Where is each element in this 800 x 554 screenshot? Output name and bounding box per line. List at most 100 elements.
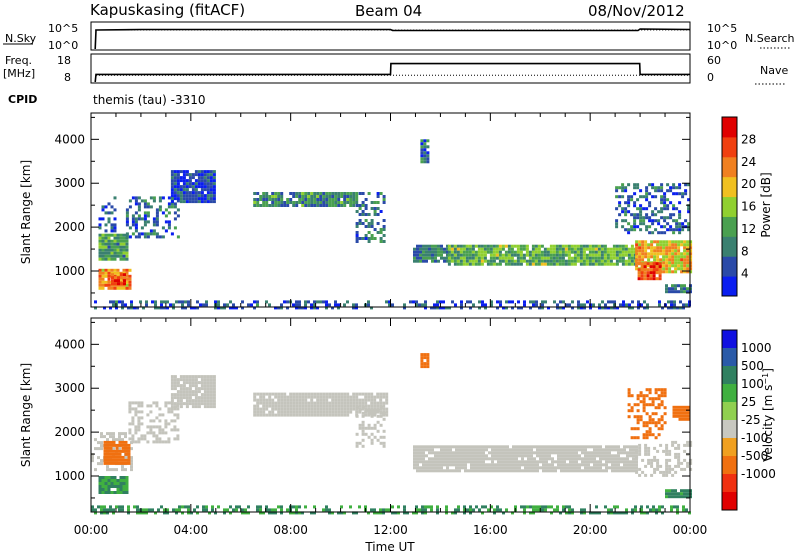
velocity-cell bbox=[197, 396, 201, 400]
power-cell bbox=[499, 300, 502, 304]
velocity-cell bbox=[488, 469, 491, 473]
velocity-cell bbox=[497, 469, 500, 473]
velocity-cell bbox=[533, 460, 536, 464]
velocity-cell bbox=[521, 463, 524, 467]
velocity-cell bbox=[268, 401, 272, 405]
power-cell bbox=[103, 306, 106, 310]
power-cell bbox=[522, 259, 526, 263]
velocity-cell bbox=[639, 418, 643, 422]
power-cell bbox=[203, 182, 207, 186]
power-cell bbox=[265, 195, 269, 198]
velocity-cell bbox=[509, 448, 512, 452]
velocity-cell bbox=[627, 388, 631, 392]
power-cell bbox=[271, 195, 275, 198]
velocity-cell bbox=[645, 403, 649, 407]
power-cell bbox=[678, 216, 682, 220]
velocity-cell bbox=[473, 445, 476, 449]
velocity-cell bbox=[464, 457, 467, 461]
power-cell bbox=[358, 192, 362, 195]
power-cell bbox=[537, 247, 541, 251]
power-cell bbox=[286, 204, 290, 207]
velocity-cell bbox=[131, 419, 135, 423]
power-cell bbox=[582, 247, 586, 251]
velocity-cell bbox=[636, 394, 640, 398]
velocity-cell bbox=[524, 463, 527, 467]
velocity-cell bbox=[646, 511, 649, 515]
velocity-cell bbox=[630, 436, 634, 440]
power-cell bbox=[101, 233, 105, 237]
velocity-cell bbox=[154, 511, 157, 515]
power-cell bbox=[537, 259, 541, 263]
velocity-cell bbox=[376, 429, 380, 433]
power-cell bbox=[570, 250, 574, 254]
velocity-cell bbox=[212, 396, 216, 400]
power-cell bbox=[120, 273, 123, 277]
velocity-cell bbox=[259, 395, 263, 399]
velocity-cell bbox=[551, 445, 554, 449]
velocity-cell bbox=[289, 395, 293, 399]
power-cell bbox=[146, 214, 150, 218]
power-cell bbox=[134, 223, 138, 227]
velocity-colorbar-swatch bbox=[722, 456, 737, 475]
velocity-cell bbox=[304, 398, 308, 402]
velocity-cell bbox=[443, 448, 446, 452]
velocity-cell bbox=[295, 398, 299, 402]
power-cell bbox=[118, 300, 121, 304]
velocity-cell bbox=[464, 460, 467, 464]
power-cell bbox=[364, 237, 368, 240]
power-cell bbox=[107, 277, 111, 281]
power-cell bbox=[610, 306, 613, 310]
power-cell bbox=[173, 202, 177, 206]
power-cell bbox=[582, 250, 586, 254]
power-cell bbox=[600, 247, 604, 251]
velocity-cell bbox=[103, 435, 106, 439]
velocity-cell bbox=[565, 511, 568, 515]
velocity-cell bbox=[140, 422, 144, 426]
power-colorbar-tick: 28 bbox=[741, 132, 756, 146]
power-cell bbox=[334, 192, 338, 195]
power-cell bbox=[191, 194, 195, 198]
velocity-cell bbox=[170, 387, 174, 391]
power-cell bbox=[681, 192, 685, 196]
power-cell bbox=[674, 270, 678, 274]
velocity-cell bbox=[569, 469, 572, 473]
velocity-cell bbox=[379, 511, 382, 515]
velocity-cell bbox=[382, 429, 386, 433]
velocity-cell bbox=[491, 448, 494, 452]
power-cell bbox=[594, 262, 598, 266]
velocity-cell bbox=[110, 482, 114, 485]
power-cell bbox=[143, 217, 147, 221]
power-cell bbox=[355, 222, 359, 225]
velocity-cell bbox=[506, 457, 509, 461]
power-cell bbox=[113, 208, 117, 212]
power-cell bbox=[310, 306, 313, 310]
velocity-cell bbox=[681, 408, 685, 412]
velocity-cell bbox=[334, 392, 338, 396]
power-cell bbox=[480, 250, 484, 254]
velocity-cell bbox=[292, 511, 295, 515]
velocity-cell bbox=[149, 419, 153, 423]
power-cell bbox=[687, 228, 691, 232]
velocity-cell bbox=[545, 469, 548, 473]
velocity-cell bbox=[179, 405, 183, 409]
velocity-cell bbox=[355, 444, 359, 448]
velocity-cell bbox=[648, 433, 652, 437]
velocity-cell bbox=[539, 466, 542, 470]
x-axis-label: Time UT bbox=[364, 540, 415, 554]
power-cell bbox=[522, 244, 526, 248]
power-cell bbox=[504, 250, 508, 254]
power-cell bbox=[668, 258, 672, 262]
velocity-cell bbox=[536, 466, 539, 470]
power-cell bbox=[633, 201, 637, 205]
velocity-cell bbox=[548, 445, 551, 449]
freq-panel: Freq. [MHz] 18 8 60 0 Nave CPID themis (… bbox=[3, 53, 788, 107]
velocity-cell bbox=[424, 505, 427, 509]
velocity-cell bbox=[633, 427, 637, 431]
velocity-cell bbox=[554, 448, 557, 452]
power-cell bbox=[420, 160, 424, 164]
power-cell bbox=[104, 283, 108, 287]
power-cell bbox=[265, 201, 269, 204]
velocity-cell bbox=[434, 460, 437, 464]
velocity-cell bbox=[158, 428, 162, 432]
power-cell bbox=[668, 249, 672, 253]
